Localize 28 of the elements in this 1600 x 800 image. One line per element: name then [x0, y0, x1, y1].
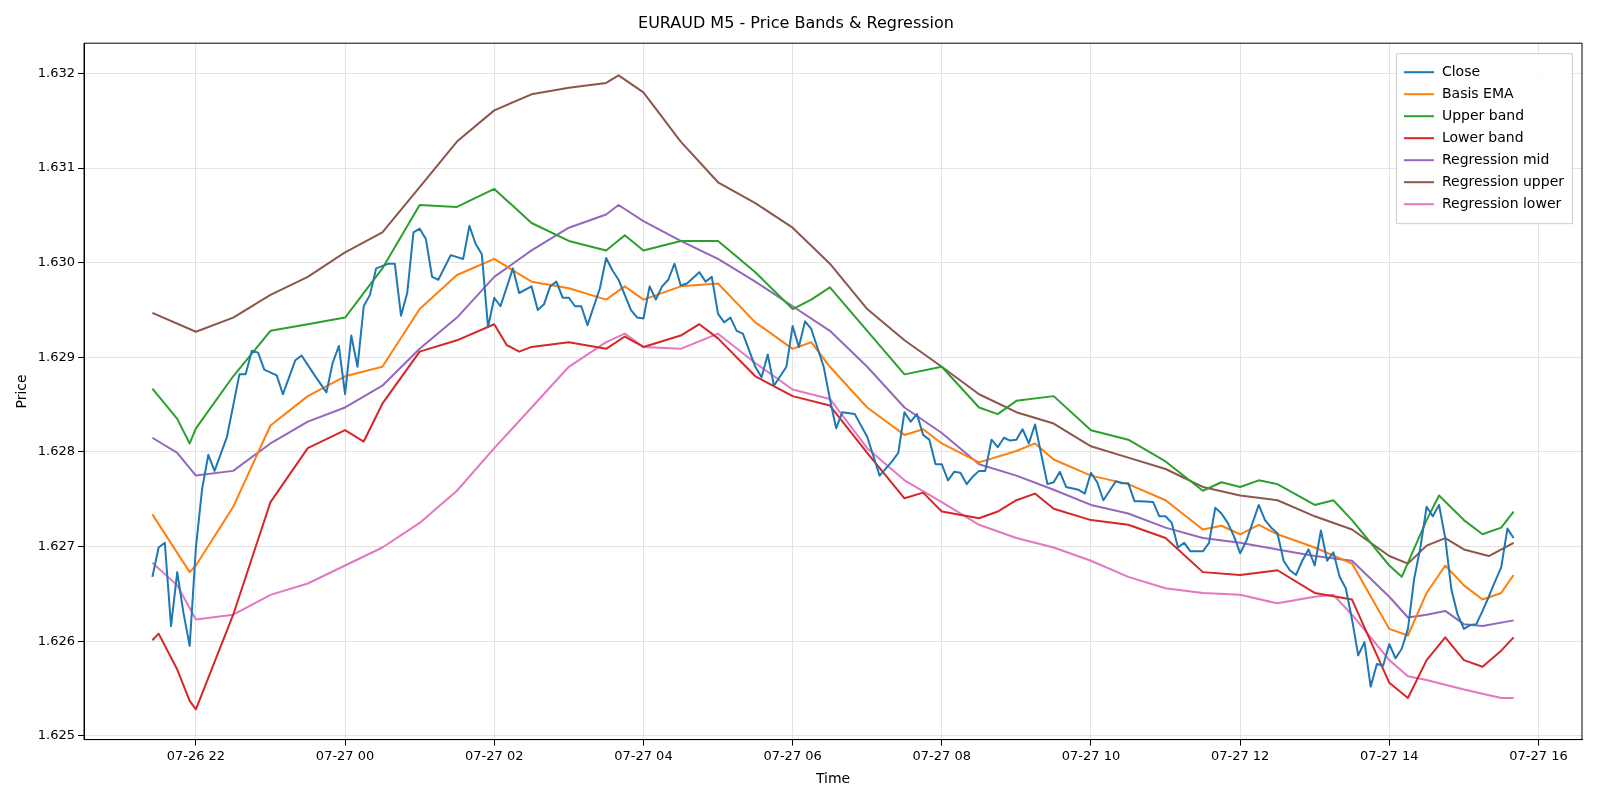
- x-tick-label: 07-27 16: [1509, 747, 1568, 763]
- x-tick-label: 07-27 06: [763, 747, 822, 763]
- legend-label: Close: [1441, 62, 1481, 79]
- x-tick-label: 07-27 10: [1061, 747, 1121, 763]
- legend-label: Regression mid: [1441, 150, 1550, 167]
- chart-title: EURAUD M5 - Price Bands & Regression: [638, 12, 954, 32]
- y-axis-title: Price: [13, 374, 30, 409]
- y-tick-label: 1.630: [37, 254, 76, 270]
- legend-label: Upper band: [1441, 106, 1525, 123]
- legend-label: Lower band: [1441, 128, 1524, 145]
- y-tick-label: 1.629: [37, 348, 76, 364]
- legend-label: Regression lower: [1441, 194, 1562, 211]
- x-tick-label: 07-27 12: [1210, 747, 1270, 763]
- x-tick-label: 07-27 04: [614, 747, 673, 763]
- x-tick-label: 07-27 02: [465, 747, 524, 763]
- y-tick-label: 1.625: [37, 727, 76, 743]
- y-tick-label: 1.631: [37, 159, 76, 175]
- x-tick-label: 07-27 14: [1360, 747, 1419, 763]
- x-tick-label: 07-26 22: [166, 747, 226, 763]
- y-tick-label: 1.632: [37, 64, 76, 80]
- y-tick-label: 1.627: [37, 537, 76, 553]
- y-tick-label: 1.626: [37, 632, 76, 648]
- x-tick-label: 07-27 08: [912, 747, 972, 763]
- y-tick-label: 1.628: [37, 443, 76, 459]
- x-tick-label: 07-27 00: [315, 747, 375, 763]
- legend-label: Basis EMA: [1441, 84, 1514, 101]
- x-axis-title: Time: [814, 770, 851, 787]
- legend-label: Regression upper: [1441, 172, 1565, 189]
